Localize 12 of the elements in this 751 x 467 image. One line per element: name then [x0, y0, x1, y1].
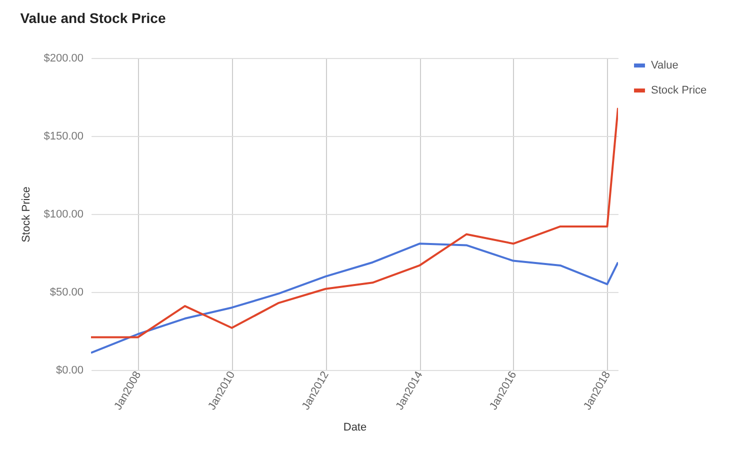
chart-title: Value and Stock Price: [20, 10, 166, 26]
y-tick-label: $100.00: [44, 208, 84, 220]
legend-label: Stock Price: [651, 84, 707, 96]
x-axis-title: Date: [343, 422, 367, 434]
line-series: [91, 106, 618, 338]
legend-label: Value: [651, 60, 678, 72]
line-series: [91, 242, 618, 354]
y-axis-title: Stock Price: [20, 186, 33, 242]
y-tick-label: $200.00: [44, 52, 84, 64]
y-tick-label: $150.00: [44, 130, 84, 142]
y-tick-label: $0.00: [56, 364, 84, 376]
y-tick-label: $50.00: [50, 286, 84, 298]
